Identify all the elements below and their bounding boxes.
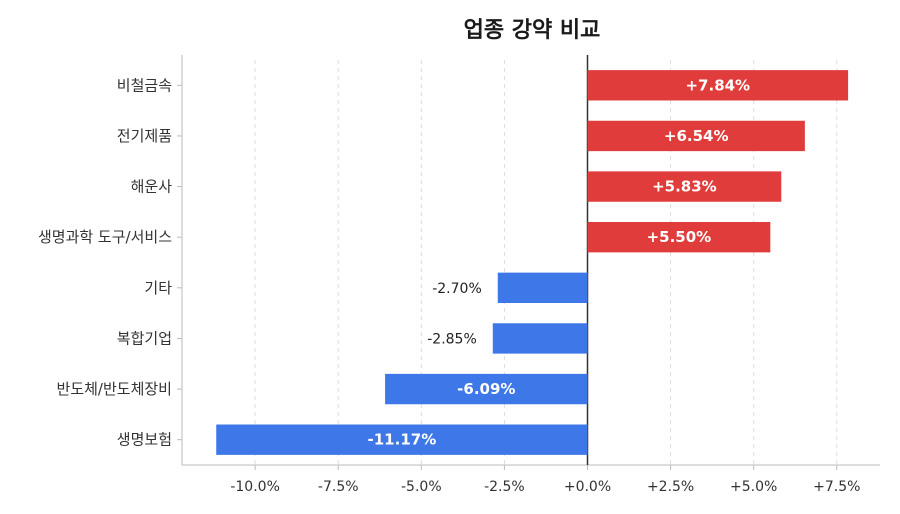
bar [587, 70, 849, 101]
category-label: 생명과학 도구/서비스 [38, 228, 172, 246]
bars [216, 70, 849, 455]
category-label: 기타 [144, 279, 172, 297]
category-label: 반도체/반도체장비 [57, 380, 172, 398]
data-label: -11.17% [368, 431, 437, 449]
category-label: 생명보험 [117, 431, 172, 449]
x-tick-label: -5.0% [401, 479, 442, 495]
x-tick-label: +2.5% [647, 479, 694, 495]
axes [177, 55, 880, 470]
bar [497, 272, 588, 303]
chart-title: 업종 강약 비교 [464, 18, 601, 43]
data-label: +5.50% [647, 228, 712, 246]
data-label: -2.85% [427, 331, 477, 347]
x-tick-label: +7.5% [813, 479, 860, 495]
data-label: +6.54% [664, 127, 729, 145]
category-label: 전기제품 [117, 127, 172, 145]
x-tick-label: +5.0% [730, 479, 777, 495]
bar [385, 373, 588, 405]
category-label: 해운사 [131, 178, 173, 196]
data-label: -2.70% [432, 281, 482, 297]
x-tick-label: -2.5% [484, 479, 525, 495]
bar [587, 222, 771, 253]
x-tick-label: -7.5% [318, 479, 359, 495]
category-label: 복합기업 [117, 329, 172, 347]
data-label: -6.09% [457, 380, 515, 398]
data-label: +7.84% [685, 76, 750, 94]
bar [587, 120, 805, 152]
labels: -10.0% -7.5% -5.0% -2.5% +0.0% +2.5% +5.0% +7.5… [38, 76, 860, 495]
bar [587, 171, 782, 202]
bar [216, 424, 588, 455]
bar [492, 323, 588, 354]
x-tick-label: -10.0% [230, 479, 280, 495]
x-tick-label: +0.0% [564, 479, 611, 495]
data-label: +5.83% [652, 178, 717, 196]
category-label: 비철금속 [117, 76, 172, 94]
